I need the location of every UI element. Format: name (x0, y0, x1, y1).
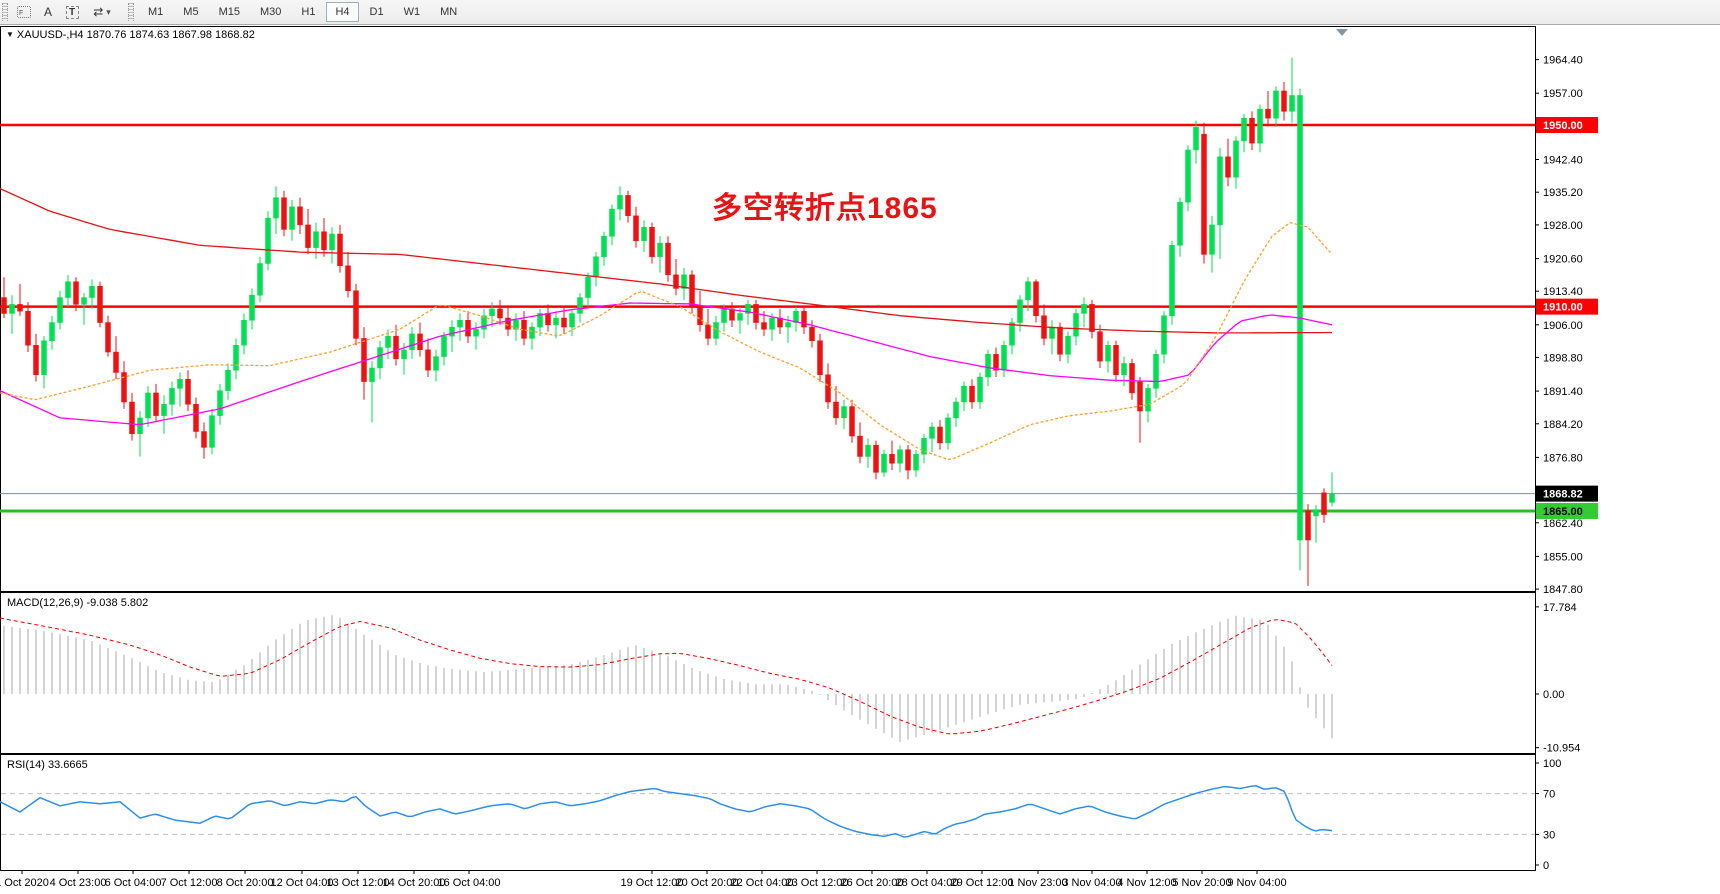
candles (1, 57, 1335, 586)
price-badge-text: 1868.82 (1543, 489, 1583, 501)
macd-tick-label: 0.00 (1543, 689, 1564, 701)
ma-mid-magenta (0, 302, 1333, 426)
chart-title: ▼ XAUUSD-,H4 1870.76 1874.63 1867.98 1868… (6, 29, 255, 41)
text-tool-icon[interactable]: T (61, 2, 83, 22)
timeframe-button-m15[interactable]: M15 (218, 6, 240, 18)
price-tick-label: 1847.80 (1543, 584, 1583, 596)
date-axis-label: 4 Nov 12:00 (1117, 877, 1176, 889)
price-badge-1910.00 (1536, 298, 1598, 315)
rsi-tick-label: 100 (1543, 758, 1561, 770)
date-axis-label: 26 Oct 20:00 (841, 877, 904, 889)
auto-arrange-icon[interactable]: F (13, 2, 35, 22)
timeframe-button-m1[interactable]: M1 (148, 6, 164, 18)
date-axis-label: 14 Oct 20:00 (383, 877, 446, 889)
chart-surface: 1964.40 1957.00 1942.40 1935.20 1928.00 1920.… (0, 25, 1720, 894)
main-panel-frame (0, 26, 1536, 592)
price-tick-label: 1957.00 (1543, 88, 1583, 100)
price-tick-label: 1913.40 (1543, 286, 1583, 298)
text-tool-glyph: T (65, 5, 79, 19)
date-axis-label: 22 Oct 04:00 (731, 877, 794, 889)
dropdown-caret-icon: ▾ (106, 6, 111, 17)
price-badge-1865.00 (1536, 502, 1598, 519)
date-axis-label: 23 Oct 12:00 (786, 877, 849, 889)
date-axis-label: 20 Oct 20:00 (676, 877, 739, 889)
text-label-icon[interactable]: A (37, 2, 59, 22)
rsi-line (0, 785, 1333, 838)
price-tick-label: 1855.00 (1543, 551, 1583, 563)
toolbar-drag-handle-2[interactable] (128, 3, 134, 21)
macd-tick-label: -10.954 (1543, 743, 1580, 755)
rsi-panel-frame (0, 754, 1536, 871)
ma-fast-orange (0, 221, 1333, 461)
date-axis-label: 16 Oct 04:00 (438, 877, 501, 889)
auto-arrange-glyph: F (17, 6, 31, 18)
cursor-tool-glyph: ⇄ (93, 5, 104, 19)
date-axis-label: 1 Oct 2020 (0, 877, 49, 889)
timeframe-button-h1[interactable]: H1 (301, 6, 316, 18)
rsi-indicator-label: RSI(14) 33.6665 (7, 759, 88, 771)
date-axis-label: 13 Oct 12:00 (327, 877, 390, 889)
chart-title-text: XAUUSD-,H4 1870.76 1874.63 1867.98 1868.… (16, 29, 255, 41)
date-axis-label: 12 Oct 04:00 (271, 877, 334, 889)
price-tick-label: 1884.20 (1543, 419, 1583, 431)
price-badge-text: 1950.00 (1543, 120, 1583, 132)
collapse-triangle-icon[interactable]: ▼ (6, 30, 14, 39)
date-axis-label: 29 Oct 12:00 (951, 877, 1014, 889)
price-tick-label: 1862.40 (1543, 518, 1583, 530)
date-axis-label: 4 Oct 23:00 (50, 877, 107, 889)
rsi-tick-label: 70 (1543, 789, 1555, 801)
date-axis-label: 5 Nov 20:00 (1172, 877, 1231, 889)
chart-annotation-text: 多空转折点1865 (712, 192, 938, 225)
date-axis-label: 8 Oct 20:00 (217, 877, 274, 889)
price-tick-label: 1920.60 (1543, 254, 1583, 266)
macd-indicator-label: MACD(12,26,9) -9.038 5.802 (7, 597, 149, 609)
price-tick-label: 1898.80 (1543, 352, 1583, 364)
price-tick-label: 1876.80 (1543, 452, 1583, 464)
date-axis-label: 7 Oct 12:00 (161, 877, 218, 889)
date-axis-label: 3 Nov 04:00 (1062, 877, 1121, 889)
timeframe-button-m5[interactable]: M5 (183, 6, 199, 18)
macd-tick-label: 17.784 (1543, 602, 1577, 614)
price-tick-label: 1928.00 (1543, 220, 1583, 232)
price-tick-label: 1906.00 (1543, 320, 1583, 332)
rsi-tick-label: 0 (1543, 860, 1549, 872)
timeframe-button-w1[interactable]: W1 (403, 6, 421, 18)
price-tick-label: 1942.40 (1543, 155, 1583, 167)
cursor-tool-icon[interactable]: ⇄ ▾ (85, 2, 119, 22)
timeframe-button-mn[interactable]: MN (440, 6, 458, 18)
chart-shift-marker-icon[interactable] (1336, 29, 1348, 36)
macd-signal-line (0, 617, 1333, 735)
toolbar: F A T ⇄ ▾ M1 M5 M15 M30 H1 H4 D1 W1 MN (0, 0, 1720, 25)
price-tick-label: 1964.40 (1543, 55, 1583, 67)
price-tick-label: 1891.40 (1543, 386, 1583, 398)
price-badge-1950.00 (1536, 117, 1598, 133)
date-axis-label: 6 Oct 04:00 (105, 877, 162, 889)
timeframe-button-d1[interactable]: D1 (369, 6, 384, 18)
timeframe-button-group: M1 M5 M15 M30 H1 H4 D1 W1 MN (138, 2, 467, 22)
price-badge-text: 1865.00 (1543, 506, 1583, 518)
ma-slow-red (0, 188, 1332, 334)
text-label-glyph: A (43, 5, 52, 19)
macd-panel-frame (0, 592, 1536, 754)
price-tick-label: 1935.20 (1543, 187, 1583, 199)
date-axis-label: 19 Oct 12:00 (621, 877, 684, 889)
rsi-tick-label: 30 (1543, 829, 1555, 841)
chart-canvas[interactable]: 1964.40 1957.00 1942.40 1935.20 1928.00 1920.… (0, 25, 1720, 894)
timeframe-button-h4[interactable]: H4 (326, 2, 359, 22)
date-axis-label: 28 Oct 04:00 (896, 877, 959, 889)
price-badge-1868.82 (1536, 485, 1598, 502)
price-badge-text: 1910.00 (1543, 302, 1583, 314)
date-axis-label: 9 Nov 04:00 (1227, 877, 1286, 889)
timeframe-button-m30[interactable]: M30 (259, 6, 282, 18)
toolbar-drag-handle[interactable] (2, 3, 8, 21)
date-axis-label: 1 Nov 23:00 (1008, 877, 1067, 889)
